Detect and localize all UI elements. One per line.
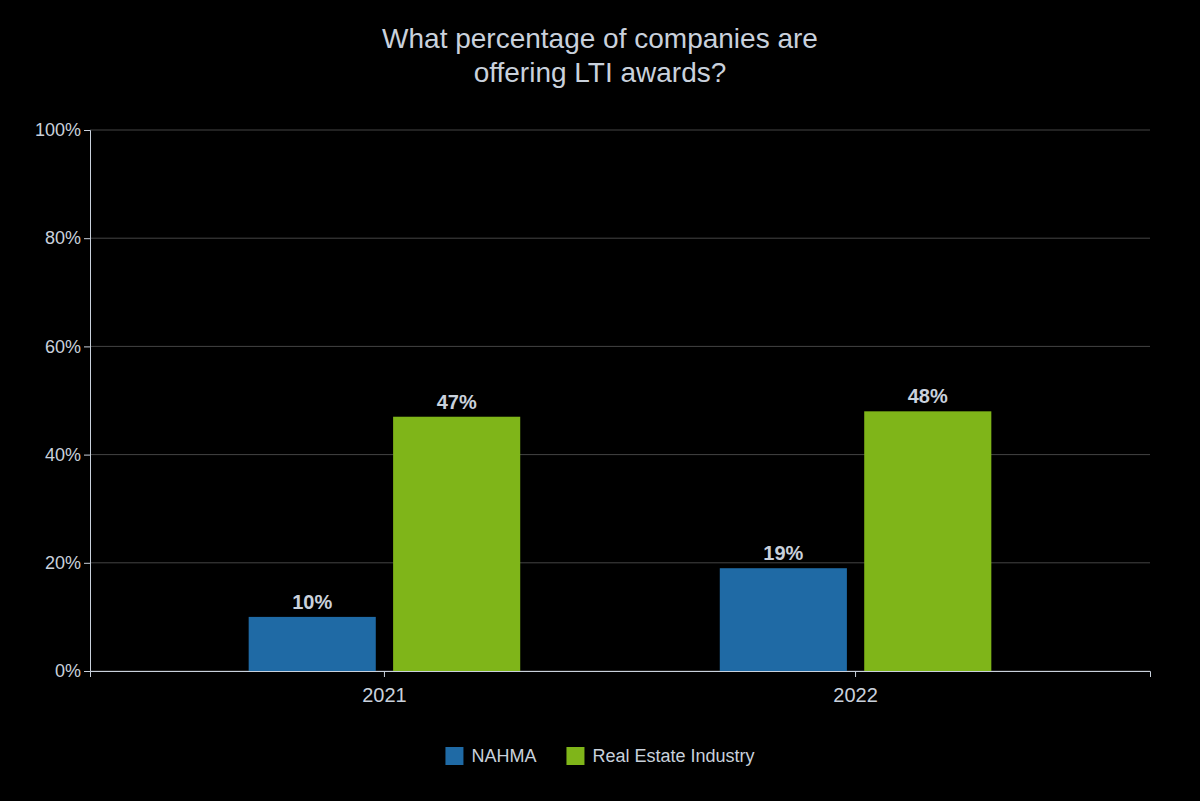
tick-mark <box>855 671 856 677</box>
tick-label: 60% <box>45 337 81 357</box>
title: What percentage of companies areoffering… <box>382 23 818 88</box>
legend-item: NAHMA <box>445 746 536 766</box>
data-label: 47% <box>437 391 477 413</box>
bar <box>864 411 991 671</box>
tick-mark <box>84 455 90 456</box>
tick-label: 0% <box>55 661 81 681</box>
chart: 0% 20% 40% 60% 80% 100% 2021 2022 10% 19% 47% 48% Wh… <box>0 0 1200 801</box>
grid-line <box>90 130 1150 131</box>
axis-line <box>84 131 91 672</box>
tick-mark <box>384 671 385 677</box>
tick-label: 40% <box>45 445 81 465</box>
tick: 2022 <box>833 671 878 706</box>
data-label: 19% <box>763 542 803 564</box>
legend-label: Real Estate Industry <box>592 746 754 766</box>
grid <box>90 130 1150 671</box>
tick: 100% <box>35 120 90 140</box>
tick: 40% <box>45 445 90 465</box>
series <box>249 568 847 671</box>
bar <box>720 568 847 671</box>
tick: 80% <box>45 228 90 248</box>
legend-item: Real Estate Industry <box>566 746 754 766</box>
data-label: 10% <box>292 591 332 613</box>
grid-line <box>90 238 1150 239</box>
tick-label: 2021 <box>362 684 407 706</box>
tick: 60% <box>45 337 90 357</box>
grid-line <box>90 346 1150 347</box>
tick-mark <box>84 238 90 239</box>
tick-label: 80% <box>45 228 81 248</box>
bar <box>393 417 520 671</box>
tick: 0% <box>55 661 90 681</box>
tick-label: 2022 <box>833 684 878 706</box>
tick-label: 20% <box>45 553 81 573</box>
background <box>0 0 1200 801</box>
x-axis: 2021 2022 <box>91 671 1151 706</box>
tick-mark <box>84 563 90 564</box>
data-label: 48% <box>908 385 948 407</box>
tick: 20% <box>45 553 90 573</box>
series <box>393 411 991 671</box>
legend-label: NAHMA <box>471 746 536 766</box>
tick: 2021 <box>362 671 407 706</box>
axis-line <box>91 672 1151 678</box>
data-labels: 10% 19% 47% 48% <box>292 385 948 613</box>
y-axis: 0% 20% 40% 60% 80% 100% <box>35 120 91 681</box>
tick-mark <box>84 671 90 672</box>
legend-swatch <box>445 747 463 765</box>
plot: 0% 20% 40% 60% 80% 100% 2021 2022 10% 19% 47% 48% <box>35 120 1151 706</box>
legend-swatch <box>566 747 584 765</box>
tick-label: 100% <box>35 120 81 140</box>
bars <box>249 411 992 671</box>
legend: NAHMA Real Estate Industry <box>445 746 754 766</box>
tick-mark <box>84 130 90 131</box>
tick-mark <box>84 346 90 347</box>
bar <box>249 617 376 671</box>
